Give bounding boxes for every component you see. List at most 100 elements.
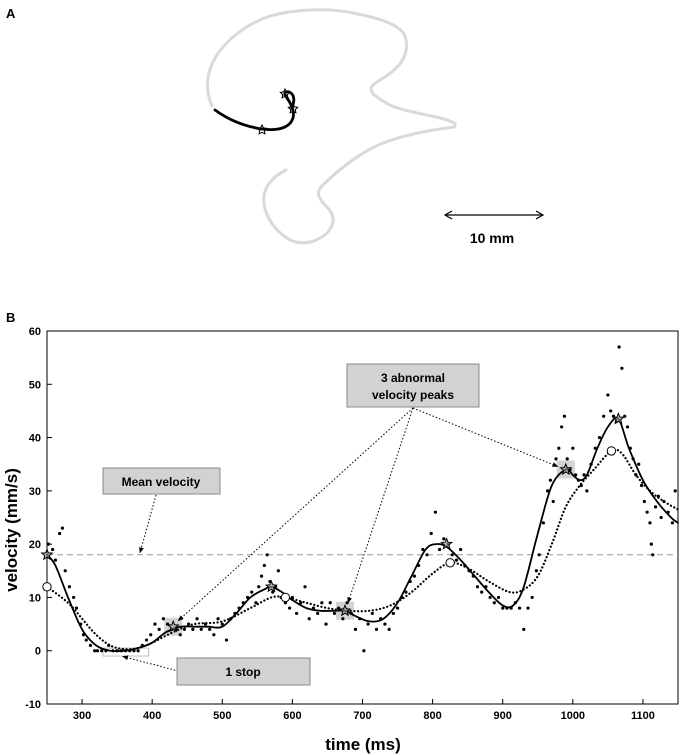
arrow-peak-1 <box>177 407 414 622</box>
scatter-point <box>320 601 324 605</box>
scatter-point <box>46 542 51 546</box>
scatter-point <box>571 446 575 450</box>
scale-bar-label: 10 mm <box>470 230 514 246</box>
scatter-point <box>332 611 337 616</box>
arrow-peak-2 <box>347 407 414 604</box>
scatter-point <box>562 414 567 418</box>
panel-b-label: B <box>6 310 15 325</box>
scatter-point <box>421 547 425 552</box>
scatter-point <box>530 595 534 600</box>
scatter-point <box>565 457 569 461</box>
scatter-point <box>653 505 658 509</box>
circle-marker <box>42 582 52 592</box>
scatter-point <box>442 537 446 541</box>
scatter-point <box>51 547 55 552</box>
callout-stop: 1 stop <box>176 657 311 686</box>
scatter-point <box>341 617 345 621</box>
scatter-point <box>670 521 674 525</box>
scatter-point <box>582 473 586 477</box>
x-tick-label: 800 <box>423 710 441 722</box>
star-marker <box>559 462 573 476</box>
callout-peaks-line1: 3 abnormal <box>381 371 445 385</box>
scatter-point <box>265 553 269 557</box>
handwriting-outline <box>206 8 457 245</box>
x-tick-label: 1000 <box>561 710 585 722</box>
scatter-point <box>224 638 229 642</box>
scatter-point <box>262 563 266 568</box>
scatter-point <box>191 627 195 632</box>
scatter-point <box>303 585 307 589</box>
scatter-point <box>522 627 526 632</box>
y-tick-label: -10 <box>25 699 41 711</box>
scatter-point <box>276 569 280 573</box>
scatter-point <box>639 483 644 488</box>
scatter-point <box>433 510 438 514</box>
scatter-point <box>579 483 583 488</box>
circle-marker <box>280 592 291 603</box>
peak-markers <box>40 412 625 633</box>
scatter-point <box>60 526 65 530</box>
scatter-point <box>545 489 550 493</box>
scatter-point <box>541 521 545 525</box>
arrow-stop <box>122 655 183 673</box>
scatter-point <box>560 425 564 429</box>
scatter-point <box>488 595 492 600</box>
y-tick-label: 20 <box>29 539 41 551</box>
scatter-point <box>659 515 663 520</box>
callout-mean-velocity-text: Mean velocity <box>122 475 201 489</box>
scatter-point <box>404 590 408 594</box>
scatter-point <box>450 553 454 557</box>
scatter-point <box>294 611 299 616</box>
scatter-point <box>153 622 157 626</box>
scatter-point <box>391 611 395 616</box>
y-tick-label: 50 <box>29 379 41 391</box>
scatter-point <box>557 446 561 450</box>
panel-a: 10 mm <box>206 8 545 246</box>
scatter-point <box>136 649 140 653</box>
x-tick-label: 400 <box>143 710 161 722</box>
scatter-point <box>95 649 100 653</box>
scatter-point <box>387 627 391 632</box>
scatter-point <box>620 366 624 370</box>
scatter-point <box>649 542 653 546</box>
segment-star-3 <box>287 102 299 114</box>
scatter-point <box>220 622 224 626</box>
scatter-point <box>637 462 641 466</box>
scatter-point <box>88 643 93 647</box>
scatter-point <box>554 457 558 461</box>
scatter-point <box>366 622 370 626</box>
scatter-point <box>144 638 149 642</box>
annotation-arrows <box>122 407 559 673</box>
scatter-point <box>645 510 649 514</box>
scatter-point <box>651 553 655 557</box>
scatter-point <box>593 446 597 450</box>
scatter-point <box>208 627 212 632</box>
scatter-point <box>492 601 496 605</box>
scatter-point <box>625 425 630 429</box>
y-tick-label: 0 <box>35 646 41 658</box>
scatter-point <box>496 595 501 600</box>
scatter-point <box>161 617 165 621</box>
scatter-point <box>395 606 400 610</box>
star-marker <box>40 547 54 561</box>
x-tick-label: 600 <box>283 710 301 722</box>
scatter-point <box>609 409 613 413</box>
scatter-point <box>67 585 72 589</box>
scatter-point <box>475 585 480 589</box>
star-marker <box>264 579 278 593</box>
y-tick-label: 60 <box>29 326 41 338</box>
star-marker <box>440 537 454 550</box>
scatter-point <box>178 633 182 637</box>
scale-bar <box>443 210 545 220</box>
scatter-point <box>316 611 320 616</box>
scatter-point <box>673 489 677 493</box>
y-tick-label: 10 <box>29 592 41 604</box>
scatter-point <box>526 606 530 610</box>
callout-mean-velocity: Mean velocity <box>102 467 221 495</box>
y-axis-title: velocity (mm/s) <box>2 468 21 592</box>
scatter-point <box>257 585 261 589</box>
series-solid-line <box>46 417 679 653</box>
scatter-point <box>84 638 88 642</box>
scatter-point <box>72 595 76 600</box>
